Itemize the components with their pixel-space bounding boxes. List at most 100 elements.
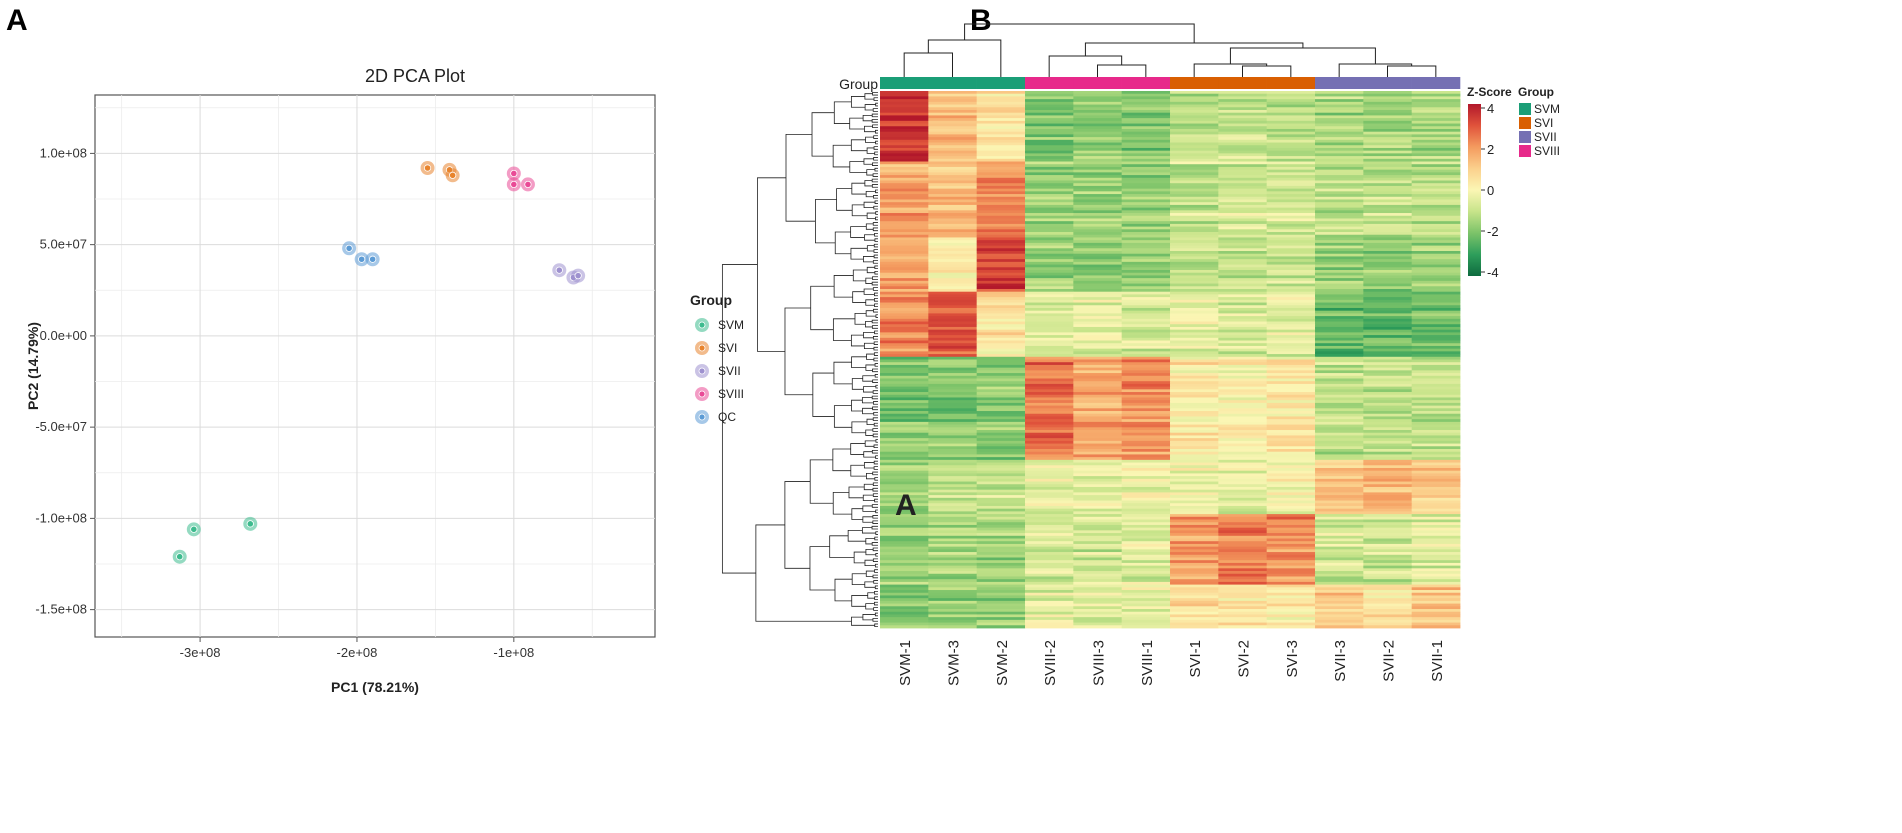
heatmap-cell xyxy=(976,392,1026,396)
heatmap-cell xyxy=(928,467,978,472)
heatmap-cell xyxy=(1073,478,1123,482)
heatmap-cell xyxy=(880,609,929,613)
heatmap-cell xyxy=(928,481,978,485)
heatmap-cell xyxy=(1411,473,1461,477)
heatmap-cell xyxy=(1363,188,1413,192)
heatmap-cell xyxy=(928,194,978,198)
heatmap-cell xyxy=(1025,576,1074,580)
row-dendrogram-link xyxy=(871,542,878,546)
heatmap-cell xyxy=(928,367,978,371)
heatmap-cell xyxy=(1411,240,1461,244)
heatmap-cell xyxy=(928,118,978,122)
heatmap-cell xyxy=(1218,326,1268,331)
heatmap-cell xyxy=(1315,326,1364,331)
heatmap-cell xyxy=(1025,449,1074,453)
heatmap-cell xyxy=(1073,383,1123,388)
heatmap-cell xyxy=(880,237,929,241)
heatmap-cell xyxy=(928,126,978,130)
heatmap-cell xyxy=(1218,278,1268,282)
heatmap-cell xyxy=(880,297,929,301)
heatmap-cell xyxy=(1073,107,1123,111)
heatmap-cell xyxy=(1025,283,1074,287)
heatmap-cell xyxy=(1315,546,1364,550)
row-dendrogram-link xyxy=(872,260,878,264)
heatmap-cell xyxy=(1218,522,1268,526)
heatmap-cell xyxy=(1266,598,1316,602)
heatmap-cell xyxy=(1121,611,1171,615)
heatmap-cell xyxy=(1315,565,1364,569)
heatmap-cell xyxy=(976,362,1026,366)
row-dendrogram-link xyxy=(874,232,878,237)
heatmap-cell xyxy=(1315,283,1364,287)
heatmap-cell xyxy=(1315,107,1364,111)
heatmap-cell xyxy=(1266,153,1316,157)
heatmap-cell xyxy=(1266,286,1316,290)
heatmap-cell xyxy=(1170,402,1219,407)
heatmap-cell xyxy=(1025,413,1074,417)
heatmap-cell xyxy=(1170,343,1219,347)
heatmap-cell xyxy=(1170,522,1219,526)
heatmap-cell xyxy=(1170,226,1219,230)
heatmap-cell xyxy=(1025,226,1074,230)
heatmap-cell xyxy=(1025,568,1074,572)
heatmap-cell xyxy=(1363,543,1413,548)
column-label: SVII-1 xyxy=(1429,640,1446,682)
heatmap-cell xyxy=(1266,291,1316,295)
heatmap-cell xyxy=(1218,443,1268,447)
heatmap-cell xyxy=(1025,351,1074,355)
heatmap-cell xyxy=(928,215,978,219)
heatmap-cell xyxy=(928,573,978,577)
heatmap-cell xyxy=(928,256,978,260)
row-dendrogram-link xyxy=(874,563,878,568)
heatmap-cell xyxy=(1025,343,1074,347)
heatmap-cell xyxy=(1218,318,1268,322)
heatmap-cell xyxy=(976,332,1026,336)
heatmap-cell xyxy=(1363,462,1413,466)
row-dendrogram-link xyxy=(873,346,878,351)
heatmap-cell xyxy=(1121,169,1171,173)
heatmap-cell xyxy=(976,253,1026,257)
row-dendrogram-link xyxy=(851,378,864,390)
heatmap-cell xyxy=(1025,261,1074,265)
heatmap-cell xyxy=(1411,335,1461,339)
heatmap-cell xyxy=(880,115,929,119)
heatmap-cell xyxy=(1121,126,1171,130)
heatmap-cell xyxy=(1073,495,1123,499)
heatmap-cell xyxy=(1218,402,1268,407)
heatmap-cell xyxy=(1121,505,1171,510)
heatmap-cell xyxy=(1025,158,1074,162)
heatmap-cell xyxy=(1025,126,1074,130)
heatmap-cell xyxy=(976,131,1026,135)
heatmap-cell xyxy=(1170,457,1219,461)
heatmap-cell xyxy=(1266,459,1316,463)
heatmap-cell xyxy=(880,362,929,366)
row-dendrogram-link xyxy=(875,140,878,145)
row-dendrogram-link xyxy=(874,585,878,590)
heatmap-cell xyxy=(976,622,1026,626)
heatmap-cell xyxy=(1411,172,1461,176)
heatmap-cell xyxy=(1073,237,1123,241)
heatmap-cell xyxy=(1025,169,1074,173)
pca-y-axis-label: PC2 (14.79%) xyxy=(25,322,41,410)
heatmap-cell xyxy=(928,522,978,526)
heatmap-cell xyxy=(1170,299,1219,303)
heatmap-cell xyxy=(1121,316,1171,320)
heatmap-cell xyxy=(1073,405,1123,409)
heatmap-cell xyxy=(1315,207,1364,211)
heatmap-cell xyxy=(1025,462,1074,466)
heatmap-cell xyxy=(880,305,929,309)
heatmap-cell xyxy=(1025,188,1074,192)
dendrogram-link xyxy=(1097,64,1147,77)
heatmap-cell xyxy=(1315,511,1364,515)
heatmap-cell xyxy=(1170,598,1219,602)
heatmap-cell xyxy=(1266,237,1316,241)
heatmap-cell xyxy=(1218,316,1268,320)
heatmap-cell xyxy=(880,619,929,623)
row-dendrogram-link xyxy=(721,264,758,574)
row-dendrogram-link xyxy=(863,288,875,295)
heatmap-cell xyxy=(1363,598,1413,602)
heatmap-cell xyxy=(1170,283,1219,287)
heatmap-cell xyxy=(1121,467,1171,472)
heatmap-cell xyxy=(928,161,978,165)
heatmap-cells xyxy=(880,91,1461,629)
